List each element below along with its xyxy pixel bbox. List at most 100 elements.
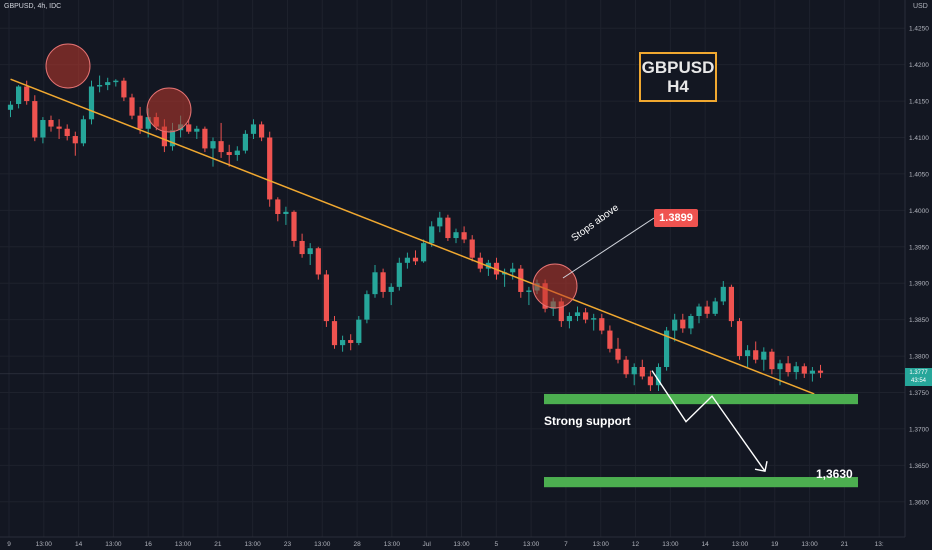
price-tick-label: 1.4150 <box>909 99 929 106</box>
candle-up <box>777 363 783 370</box>
candle-up <box>793 366 799 373</box>
price-tick-label: 1.4200 <box>909 62 929 69</box>
time-tick-label: 13:00 <box>523 541 540 548</box>
candle-up <box>97 85 103 87</box>
time-tick-label: 14 <box>75 541 83 548</box>
candle-down <box>412 257 419 262</box>
time-tick-label: 13:00 <box>384 541 401 548</box>
price-axis-bg <box>905 0 932 550</box>
candle-down <box>129 97 135 116</box>
candle-down <box>64 128 70 137</box>
time-tick-label: 12 <box>632 541 640 548</box>
candle-up <box>194 128 200 132</box>
candle-up <box>105 82 111 86</box>
time-tick-label: 21 <box>841 541 849 548</box>
time-tick-label: 28 <box>353 541 361 548</box>
price-tick-label: 1.3600 <box>909 499 929 506</box>
candle-down <box>186 124 192 132</box>
time-tick-label: 23 <box>284 541 292 548</box>
candle-up <box>88 86 95 120</box>
candle-down <box>558 301 564 322</box>
candle-down <box>704 306 710 314</box>
time-tick-label: 13:00 <box>453 541 470 548</box>
candle-down <box>639 367 645 377</box>
chart-title-box: GBPUSD H4 <box>639 52 717 102</box>
candle-up <box>234 150 240 155</box>
candle-up <box>113 80 119 83</box>
target-label: 1,3630 <box>816 467 853 481</box>
candle-down <box>331 321 338 346</box>
candle-down <box>607 330 613 349</box>
candle-up <box>307 248 313 255</box>
time-tick-label: 21 <box>214 541 222 548</box>
candle-up <box>761 351 767 360</box>
candle-down <box>380 272 386 292</box>
candle-down <box>728 286 734 322</box>
candle-down <box>161 126 167 147</box>
candle-down <box>817 370 824 373</box>
title-line-2: H4 <box>667 77 689 96</box>
candle-down <box>218 141 224 153</box>
currency-label: USD <box>913 3 928 10</box>
time-tick-label: 13:00 <box>314 541 331 548</box>
candle-up <box>169 130 176 147</box>
touch-circle <box>532 263 578 309</box>
candle-down <box>323 274 329 322</box>
time-tick-label: 13:00 <box>245 541 262 548</box>
candle-down <box>32 101 38 138</box>
candle-up <box>672 319 678 331</box>
time-axis-labels: 9 13:00 14 13:00 16 13:00 21 13:00 23 13:00 28 13:0… <box>7 541 884 548</box>
touch-circle <box>45 43 91 89</box>
candle-up <box>210 141 216 149</box>
candle-up <box>510 268 516 273</box>
price-tick-label: 1.3750 <box>909 390 929 397</box>
candle-down <box>202 128 208 149</box>
candle-down <box>267 137 273 200</box>
candle-up <box>566 316 572 322</box>
price-tick-label: 1.4000 <box>909 208 929 215</box>
candle-down <box>801 366 807 374</box>
symbol-label: GBPUSD, 4h, IDC <box>4 3 62 10</box>
chart-grid <box>0 0 905 537</box>
support-label: Strong support <box>544 414 631 428</box>
candle-up <box>712 301 718 314</box>
candle-down <box>259 124 265 138</box>
candlestick-series <box>7 75 824 392</box>
candle-down <box>680 319 686 329</box>
candle-down <box>736 321 743 357</box>
candle-down <box>315 248 321 275</box>
stops-price-badge: 1.3899 <box>654 209 698 227</box>
candle-up <box>283 211 289 214</box>
candle-up <box>631 367 637 375</box>
candle-down <box>291 211 297 241</box>
candle-down <box>72 136 78 144</box>
candle-up <box>340 340 346 346</box>
time-tick-label: 5 <box>494 541 498 548</box>
time-tick-label: 13:00 <box>175 541 192 548</box>
candle-up <box>388 286 394 292</box>
candle-up <box>526 290 532 292</box>
candle-up <box>145 117 151 129</box>
descending-trendline <box>10 78 815 395</box>
price-tick-label: 1.4050 <box>909 171 929 178</box>
candle-up <box>7 104 14 110</box>
candle-down <box>137 115 143 129</box>
candle-down <box>785 363 791 373</box>
target-zone <box>544 477 858 488</box>
candle-down <box>647 376 653 386</box>
current-price-badge: 1.3777 43:54 <box>905 368 932 386</box>
bar-countdown: 43:54 <box>910 378 926 384</box>
current-price-value: 1.3777 <box>909 370 928 376</box>
candle-down <box>615 348 621 360</box>
candle-down <box>769 351 775 370</box>
time-tick-label: 13:00 <box>662 541 679 548</box>
candle-up <box>437 217 443 227</box>
time-tick-label: 13:00 <box>36 541 53 548</box>
time-tick-label: 13:00 <box>105 541 122 548</box>
candle-up <box>250 124 257 134</box>
price-tick-label: 1.3950 <box>909 244 929 251</box>
candle-up <box>429 226 435 244</box>
time-tick-label: 13:00 <box>732 541 749 548</box>
candle-down <box>518 268 524 292</box>
